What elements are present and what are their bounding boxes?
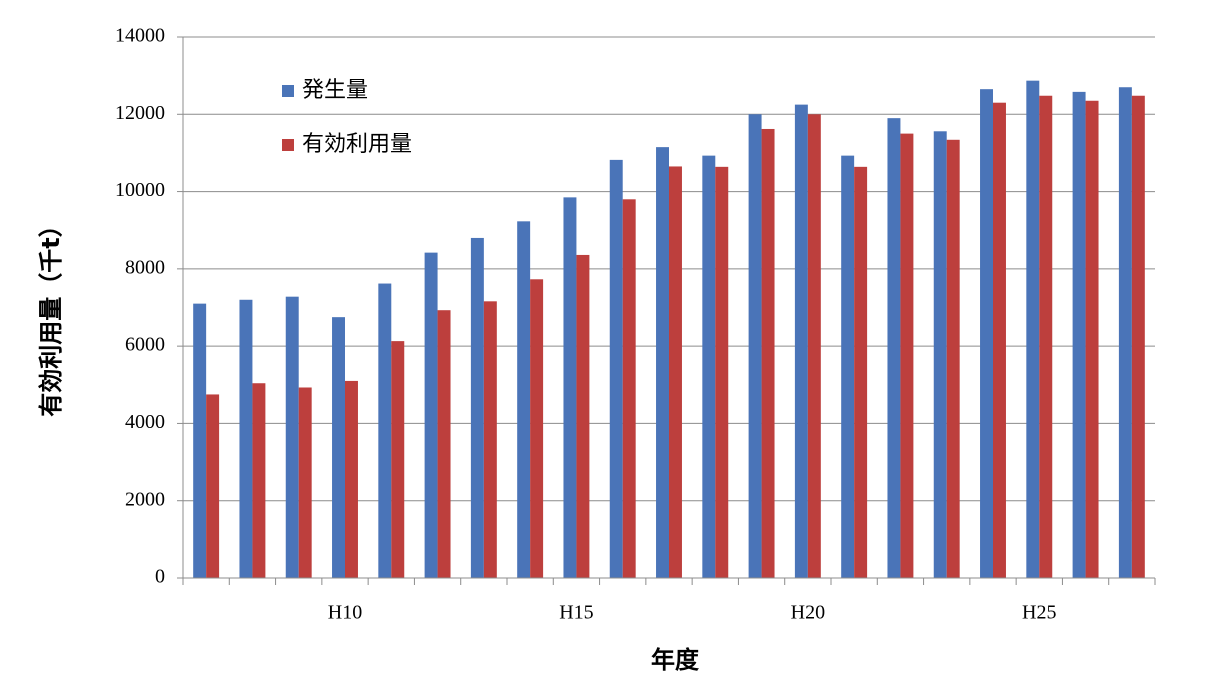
bar — [980, 89, 993, 579]
bar — [807, 114, 821, 579]
bar — [563, 197, 577, 578]
bar — [656, 147, 669, 578]
x-tick-label: H15 — [559, 602, 593, 624]
bar — [576, 254, 590, 578]
y-tick-label: 14000 — [115, 25, 165, 47]
bar — [298, 387, 312, 578]
bar — [669, 166, 682, 579]
bar — [794, 104, 808, 578]
bar — [424, 252, 438, 578]
bar — [748, 114, 762, 579]
legend-swatch — [282, 85, 294, 97]
bar — [715, 166, 729, 578]
bar — [900, 133, 914, 578]
y-tick-label: 0 — [155, 566, 165, 588]
bar — [285, 296, 299, 578]
x-axis-label: 年度 — [651, 646, 700, 674]
bar — [1131, 95, 1145, 578]
bar — [193, 303, 207, 578]
bar — [1118, 87, 1132, 578]
legend-label: 有効利用量 — [302, 132, 412, 157]
bar — [517, 221, 531, 579]
legend-label: 発生量 — [302, 78, 368, 103]
bar — [483, 301, 497, 578]
bar — [761, 128, 775, 578]
bar — [206, 394, 220, 578]
y-tick-label: 12000 — [115, 102, 165, 124]
bar — [993, 102, 1006, 578]
y-tick-label: 6000 — [125, 334, 165, 356]
x-tick-label: H25 — [1022, 602, 1056, 624]
bar — [887, 118, 901, 579]
bar — [391, 341, 405, 578]
y-axis-label: 有効利用量（千t） — [37, 213, 65, 416]
legend-swatch — [282, 139, 294, 151]
bar — [470, 237, 484, 578]
bar — [345, 380, 358, 578]
bar — [854, 166, 868, 578]
bar — [530, 279, 544, 578]
bar — [1026, 80, 1040, 578]
bar — [378, 283, 392, 578]
bar — [933, 131, 947, 578]
y-tick-label: 2000 — [125, 488, 165, 510]
bar — [1072, 91, 1086, 578]
bar — [239, 299, 253, 578]
bar — [946, 139, 960, 579]
bar — [702, 155, 716, 578]
bar — [1085, 100, 1099, 578]
x-tick-label: H20 — [791, 602, 825, 624]
x-tick-label: H10 — [328, 602, 362, 624]
bar — [622, 199, 636, 579]
bar — [1039, 95, 1053, 578]
bar — [252, 383, 266, 578]
bar — [437, 310, 451, 578]
bar — [332, 317, 345, 578]
y-tick-label: 4000 — [125, 411, 165, 433]
y-tick-label: 8000 — [125, 256, 165, 278]
bar — [609, 159, 623, 579]
y-tick-label: 10000 — [115, 179, 165, 201]
bar — [841, 155, 855, 578]
